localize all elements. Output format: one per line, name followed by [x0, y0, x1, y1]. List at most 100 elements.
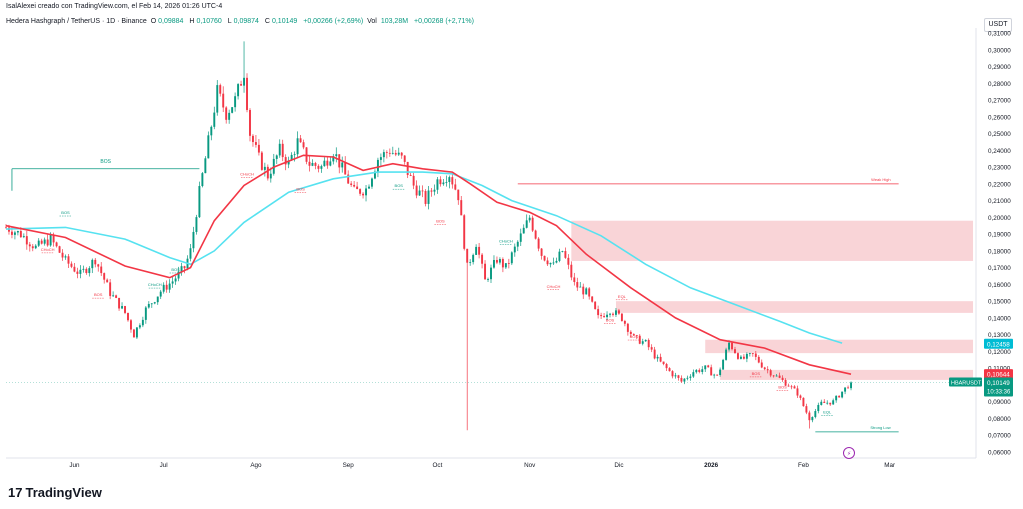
candle-body [519, 233, 522, 242]
candle-body [278, 143, 281, 156]
symbol-name[interactable]: Hedera Hashgraph / TetherUS · 1D · Binan… [6, 18, 147, 25]
candle-body [728, 342, 731, 350]
candle-body [814, 411, 817, 418]
tradingview-brand[interactable]: 17 TradingView [8, 485, 102, 500]
candle-body [257, 144, 260, 153]
candle-body [219, 85, 222, 94]
candle-body [501, 259, 504, 268]
candle-body [424, 191, 427, 204]
structure-annotation: BOS [436, 218, 445, 223]
candle-body [156, 296, 159, 303]
price-tick-label: 0,24000 [988, 148, 1011, 155]
price-tick-label: 0,19000 [988, 232, 1011, 239]
structure-annotation: BOS [752, 371, 761, 376]
candle-body [579, 286, 582, 288]
symbol-legend[interactable]: Hedera Hashgraph / TetherUS · 1D · Binan… [6, 18, 476, 25]
candle-body [766, 369, 769, 371]
candle-body [677, 375, 680, 378]
candle-body [403, 155, 406, 162]
candle-body [275, 155, 278, 159]
candle-body [332, 156, 335, 162]
time-tick-label: Jun [69, 462, 80, 469]
candle-body [124, 306, 126, 313]
candle-body [754, 353, 757, 357]
structure-annotation: CHoCH [148, 282, 162, 287]
candle-body [448, 177, 451, 183]
candle-body [356, 186, 359, 190]
candle-body [284, 157, 287, 165]
candle-body [731, 342, 733, 350]
candle-body [46, 239, 49, 246]
candle-body [207, 135, 210, 159]
candle-body [237, 84, 240, 97]
candle-body [174, 278, 177, 282]
candle-body [112, 295, 115, 297]
candle-body [266, 166, 269, 179]
candle-body [76, 271, 79, 274]
candle-body [537, 238, 540, 249]
candle-body [302, 142, 305, 148]
candle-body [320, 166, 323, 169]
candle-body [451, 177, 454, 185]
candle-body [484, 263, 487, 280]
close-label: C [264, 18, 270, 25]
candle-body [13, 232, 16, 235]
structure-annotation: BOS [94, 292, 103, 297]
change-value: +0,00266 (+2,69%) [303, 18, 364, 25]
candle-body [644, 339, 647, 342]
candle-body [847, 387, 850, 389]
candle-body [22, 236, 25, 238]
candle-body [58, 246, 61, 253]
time-tick-label: Jul [160, 462, 168, 469]
candle-body [555, 260, 558, 263]
candle-body [793, 386, 796, 389]
candle-body [344, 162, 347, 175]
price-tick-label: 0,13000 [988, 332, 1011, 339]
currency-button[interactable]: USDT [984, 18, 1012, 32]
candle-body [528, 217, 531, 221]
candle-body [615, 310, 617, 315]
candle-body [552, 262, 555, 264]
candle-body [698, 369, 701, 372]
candle-body [338, 154, 341, 168]
candle-body [147, 303, 150, 308]
candle-body [650, 347, 653, 350]
price-tick-label: 0,27000 [988, 98, 1011, 105]
candle-body [19, 231, 22, 238]
time-tick-label: Mar [884, 462, 895, 469]
candle-body [683, 378, 686, 382]
candle-body [576, 282, 579, 288]
high-value: 0,10760 [196, 18, 222, 25]
candle-body [659, 356, 662, 362]
candle-body [43, 239, 46, 244]
candle-body [722, 359, 725, 370]
candle-body [805, 406, 808, 413]
low-value: 0,09874 [233, 18, 259, 25]
candle-body [326, 160, 329, 166]
candle-body [88, 268, 91, 274]
chart-credit: IsalAlexei creado con TradingView.com, e… [6, 3, 223, 10]
candle-body [201, 173, 204, 187]
candle-body [739, 356, 742, 359]
candle-body [498, 259, 501, 263]
candle-body [472, 254, 475, 263]
candle-body [469, 262, 472, 263]
candle-body [647, 339, 650, 348]
candle-body [629, 331, 632, 335]
candle-body [365, 188, 367, 196]
candle-body [213, 112, 216, 127]
candle-body [504, 263, 507, 268]
symbol-badge-text: HBARUSDT [951, 380, 982, 386]
candle-body [415, 185, 418, 196]
candle-body [118, 297, 121, 309]
candle-body [817, 404, 820, 412]
volume-change: +0,00268 (+2,71%) [414, 18, 474, 25]
candle-body [394, 152, 397, 155]
candle-body [588, 288, 591, 297]
candle-body [311, 163, 314, 166]
candle-body [198, 186, 201, 218]
candle-body [835, 395, 838, 401]
candle-body [246, 77, 248, 110]
candle-body [757, 356, 760, 363]
